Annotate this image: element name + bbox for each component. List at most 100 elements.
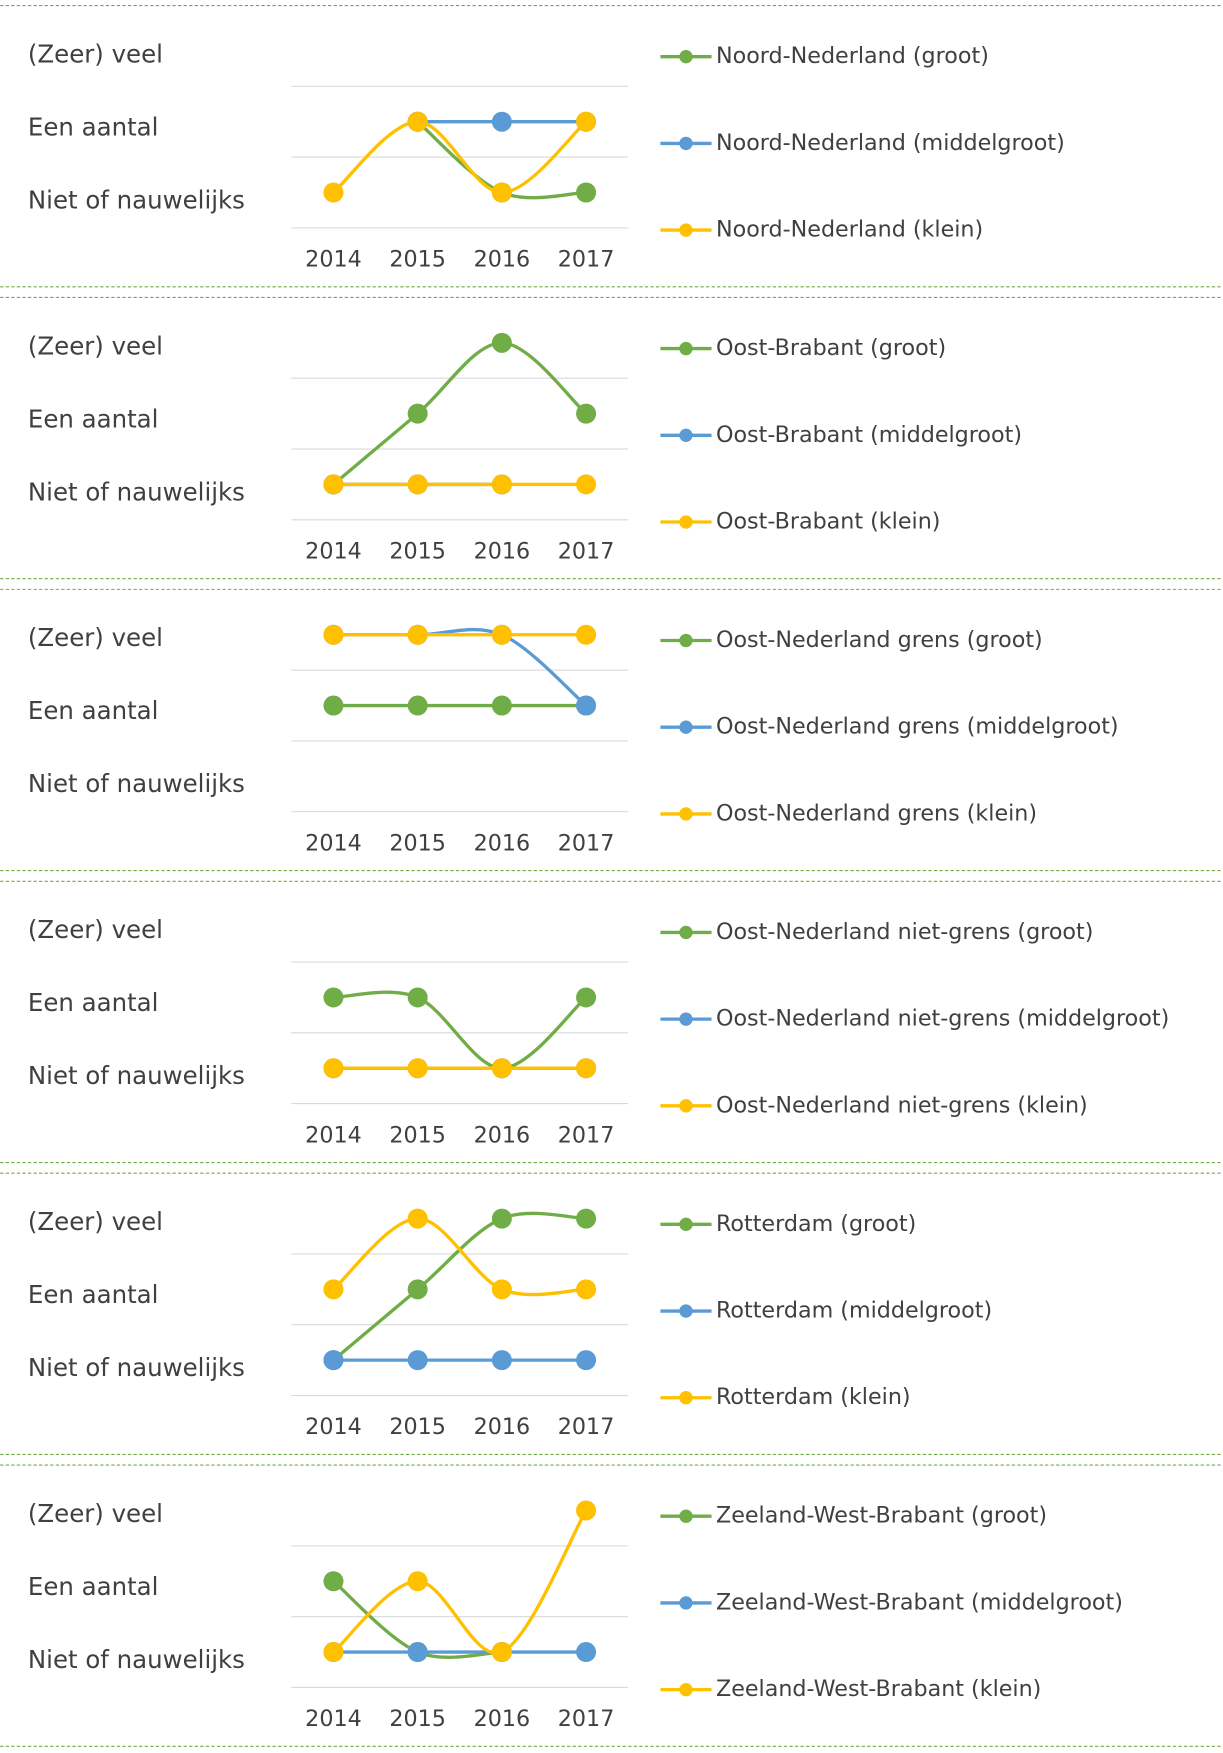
y-tick-label: Een aantal xyxy=(28,696,159,725)
legend-marker xyxy=(679,428,693,442)
legend-label: Noord-Nederland (groot) xyxy=(716,43,989,69)
x-tick-label: 2015 xyxy=(389,1122,446,1148)
legend-label: Oost-Nederland grens (klein) xyxy=(716,800,1037,826)
marker xyxy=(491,1058,512,1079)
marker xyxy=(491,695,512,716)
marker xyxy=(323,1350,344,1371)
marker xyxy=(491,1350,512,1371)
marker xyxy=(576,1642,597,1663)
x-tick-label: 2017 xyxy=(558,1414,615,1440)
marker xyxy=(576,987,597,1008)
legend-label: Rotterdam (klein) xyxy=(716,1384,911,1410)
marker xyxy=(576,695,597,716)
series-line xyxy=(332,1211,587,1362)
x-tick-label: 2014 xyxy=(305,1414,362,1440)
series-line xyxy=(332,1509,588,1655)
marker xyxy=(576,111,597,132)
legend-label: Oost-Nederland grens (middelgroot) xyxy=(716,714,1119,740)
legend-marker xyxy=(679,136,693,151)
marker xyxy=(576,624,597,645)
legend-marker xyxy=(679,925,693,940)
legend-marker xyxy=(679,50,693,64)
legend-marker xyxy=(679,341,693,356)
marker xyxy=(407,1571,428,1592)
marker xyxy=(491,1279,512,1300)
marker xyxy=(407,1350,428,1371)
legend-marker xyxy=(679,1304,693,1318)
marker xyxy=(407,1279,428,1300)
marker xyxy=(576,403,597,424)
x-tick-label: 2014 xyxy=(305,539,362,565)
legend-label: Noord-Nederland (middelgroot) xyxy=(716,130,1065,156)
legend-marker xyxy=(679,223,693,237)
legend-marker xyxy=(679,515,693,529)
marker xyxy=(576,474,597,495)
y-tick-label: Een aantal xyxy=(28,1280,159,1309)
y-tick-label: Niet of nauwelijks xyxy=(28,1645,245,1674)
marker xyxy=(407,1642,428,1663)
y-tick-label: Niet of nauwelijks xyxy=(28,769,245,798)
marker xyxy=(407,474,428,495)
x-tick-label: 2016 xyxy=(474,1414,531,1440)
x-tick-label: 2014 xyxy=(305,247,362,273)
legend-marker xyxy=(679,1012,693,1026)
x-tick-label: 2016 xyxy=(474,1706,531,1732)
marker xyxy=(491,1642,512,1663)
marker xyxy=(576,1058,597,1079)
marker xyxy=(491,474,512,495)
legend-marker xyxy=(679,807,693,821)
x-tick-label: 2015 xyxy=(389,1706,446,1732)
x-tick-label: 2016 xyxy=(474,830,531,856)
legend-marker xyxy=(679,1596,693,1610)
marker xyxy=(323,695,344,716)
marker xyxy=(407,987,428,1008)
marker xyxy=(323,624,344,645)
legend-marker xyxy=(679,1391,693,1405)
legend-label: Zeeland-West-Brabant (klein) xyxy=(716,1676,1041,1702)
legend-marker xyxy=(679,720,693,734)
legend-label: Oost-Nederland niet-grens (middelgroot) xyxy=(716,1006,1169,1032)
marker xyxy=(576,182,597,203)
legend-label: Rotterdam (middelgroot) xyxy=(716,1298,992,1324)
marker xyxy=(491,111,512,132)
y-tick-label: (Zeer) veel xyxy=(28,1207,163,1236)
marker xyxy=(323,1642,344,1663)
y-tick-label: (Zeer) veel xyxy=(28,623,163,652)
marker xyxy=(407,1058,428,1079)
marker xyxy=(576,1279,597,1300)
y-tick-label: Niet of nauwelijks xyxy=(28,477,245,506)
legend-label: Rotterdam (groot) xyxy=(716,1211,916,1237)
series-line xyxy=(332,1216,587,1297)
x-tick-label: 2014 xyxy=(305,1706,362,1732)
x-tick-label: 2015 xyxy=(389,247,446,273)
marker xyxy=(576,1500,597,1521)
x-tick-label: 2017 xyxy=(558,247,615,273)
marker xyxy=(323,1279,344,1300)
x-tick-label: 2017 xyxy=(558,1706,615,1732)
y-tick-label: Niet of nauwelijks xyxy=(28,1353,245,1382)
series-line xyxy=(333,627,588,707)
legend-label: Oost-Brabant (middelgroot) xyxy=(716,422,1022,448)
marker xyxy=(491,1208,512,1229)
y-tick-label: Niet of nauwelijks xyxy=(28,185,245,214)
marker xyxy=(323,1571,344,1592)
x-tick-label: 2015 xyxy=(389,1414,446,1440)
legend-label: Zeeland-West-Brabant (groot) xyxy=(716,1503,1047,1529)
y-tick-label: (Zeer) veel xyxy=(28,915,163,944)
marker xyxy=(323,182,344,203)
x-tick-label: 2016 xyxy=(474,247,531,273)
marker xyxy=(407,624,428,645)
marker xyxy=(576,1208,597,1229)
marker xyxy=(491,624,512,645)
legend-marker xyxy=(679,1682,693,1697)
y-tick-label: Een aantal xyxy=(28,988,159,1017)
legend-label: Oost-Nederland niet-grens (klein) xyxy=(716,1092,1088,1118)
y-tick-label: Een aantal xyxy=(28,1572,159,1601)
x-tick-label: 2014 xyxy=(305,830,362,856)
x-tick-label: 2017 xyxy=(558,830,615,856)
series-line xyxy=(332,120,588,195)
marker xyxy=(323,474,344,495)
y-tick-label: (Zeer) veel xyxy=(28,39,163,68)
